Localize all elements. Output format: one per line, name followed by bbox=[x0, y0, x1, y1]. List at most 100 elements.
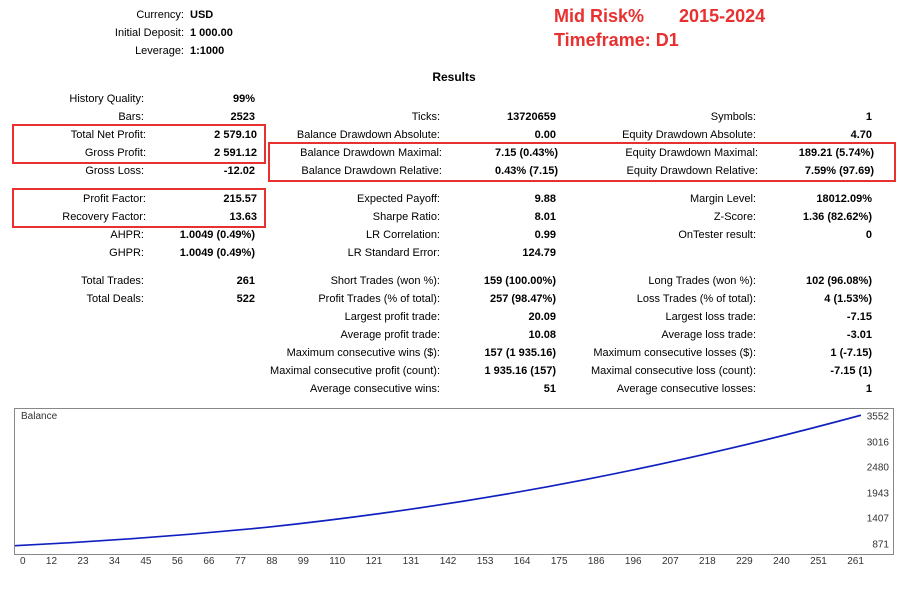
chart-y-tick: 3016 bbox=[867, 437, 889, 448]
balance-chart: Balance 35523016248019431407871 bbox=[14, 408, 894, 555]
chart-x-tick: 175 bbox=[551, 556, 568, 567]
chart-x-tick: 207 bbox=[662, 556, 679, 567]
chart-y-tick: 1943 bbox=[867, 488, 889, 499]
stat-label: Equity Drawdown Absolute: bbox=[556, 126, 762, 144]
stat-value: -7.15 bbox=[762, 308, 872, 326]
chart-y-tick: 871 bbox=[872, 540, 889, 551]
stat-label: Sharpe Ratio: bbox=[270, 208, 446, 226]
stat-value: 0.43% (7.15) bbox=[448, 162, 558, 180]
stat-label: Z-Score: bbox=[556, 208, 762, 226]
leverage-value: 1:1000 bbox=[190, 42, 224, 60]
results-heading: Results bbox=[14, 70, 894, 84]
stat-label: LR Standard Error: bbox=[270, 244, 446, 262]
chart-x-tick: 99 bbox=[298, 556, 309, 567]
stat-value: 2523 bbox=[150, 108, 255, 126]
stat-value: 0.99 bbox=[446, 226, 556, 244]
stat-value: 257 (98.47%) bbox=[446, 290, 556, 308]
stat-label: Symbols: bbox=[556, 108, 762, 126]
chart-x-tick: 164 bbox=[514, 556, 531, 567]
stat-value: 8.01 bbox=[446, 208, 556, 226]
stat-label: Average consecutive losses: bbox=[556, 380, 762, 398]
stat-label: Maximal consecutive loss (count): bbox=[556, 362, 762, 380]
chart-x-tick: 0 bbox=[20, 556, 26, 567]
stat-value: 20.09 bbox=[446, 308, 556, 326]
stat-label: Equity Drawdown Maximal: bbox=[558, 144, 764, 162]
stat-label: Loss Trades (% of total): bbox=[556, 290, 762, 308]
stat-value: 99% bbox=[150, 90, 255, 108]
deposit-value: 1 000.00 bbox=[190, 24, 233, 42]
chart-x-tick: 88 bbox=[266, 556, 277, 567]
chart-x-tick: 218 bbox=[699, 556, 716, 567]
chart-x-tick: 229 bbox=[736, 556, 753, 567]
chart-x-tick: 186 bbox=[588, 556, 605, 567]
stat-label: Maximal consecutive profit (count): bbox=[270, 362, 446, 380]
stat-value: 1.36 (82.62%) bbox=[762, 208, 872, 226]
stat-value: 7.59% (97.69) bbox=[764, 162, 874, 180]
stat-value: 10.08 bbox=[446, 326, 556, 344]
chart-x-tick: 121 bbox=[366, 556, 383, 567]
chart-x-tick: 23 bbox=[77, 556, 88, 567]
stat-value: 13.63 bbox=[152, 208, 257, 226]
chart-x-tick: 34 bbox=[109, 556, 120, 567]
stat-label: Largest loss trade: bbox=[556, 308, 762, 326]
stat-label: Average consecutive wins: bbox=[270, 380, 446, 398]
stat-label: Short Trades (won %): bbox=[270, 272, 446, 290]
stat-label: Recovery Factor: bbox=[16, 208, 152, 226]
stat-label: History Quality: bbox=[14, 90, 150, 108]
chart-x-tick: 77 bbox=[235, 556, 246, 567]
stat-label: Balance Drawdown Absolute: bbox=[270, 126, 446, 144]
stat-value: 4.70 bbox=[762, 126, 872, 144]
stat-label: Ticks: bbox=[270, 108, 446, 126]
stat-label: Maximum consecutive losses ($): bbox=[556, 344, 762, 362]
stat-value: 1 935.16 (157) bbox=[446, 362, 556, 380]
chart-x-tick: 251 bbox=[810, 556, 827, 567]
stat-value: 1 (-7.15) bbox=[762, 344, 872, 362]
stat-value: -3.01 bbox=[762, 326, 872, 344]
chart-x-tick: 153 bbox=[477, 556, 494, 567]
chart-x-axis: 0122334455666778899110121131142153164175… bbox=[14, 555, 894, 567]
annot-years: 2015-2024 bbox=[679, 6, 765, 26]
chart-x-tick: 196 bbox=[625, 556, 642, 567]
stat-value: -7.15 (1) bbox=[762, 362, 872, 380]
stat-label: LR Correlation: bbox=[270, 226, 446, 244]
chart-y-tick: 3552 bbox=[867, 412, 889, 423]
chart-x-tick: 66 bbox=[203, 556, 214, 567]
stat-label: Expected Payoff: bbox=[270, 190, 446, 208]
currency-value: USD bbox=[190, 6, 213, 24]
stat-label: Average profit trade: bbox=[270, 326, 446, 344]
stat-value: 1.0049 (0.49%) bbox=[150, 226, 255, 244]
stat-value: 1 bbox=[762, 380, 872, 398]
stat-label: Average loss trade: bbox=[556, 326, 762, 344]
chart-x-tick: 142 bbox=[440, 556, 457, 567]
stat-value: 13720659 bbox=[446, 108, 556, 126]
chart-x-tick: 12 bbox=[46, 556, 57, 567]
chart-x-tick: 131 bbox=[403, 556, 420, 567]
stat-value: 18012.09% bbox=[762, 190, 872, 208]
chart-y-tick: 2480 bbox=[867, 463, 889, 474]
stat-value: 102 (96.08%) bbox=[762, 272, 872, 290]
stat-label: Total Trades: bbox=[14, 272, 150, 290]
stat-value: 4 (1.53%) bbox=[762, 290, 872, 308]
stat-label: Balance Drawdown Relative: bbox=[272, 162, 448, 180]
stat-value: 1.0049 (0.49%) bbox=[150, 244, 255, 262]
chart-x-tick: 110 bbox=[329, 556, 345, 567]
stat-value: 189.21 (5.74%) bbox=[764, 144, 874, 162]
stat-label: Total Net Profit: bbox=[16, 126, 152, 144]
stat-value: 215.57 bbox=[152, 190, 257, 208]
stat-label: AHPR: bbox=[14, 226, 150, 244]
chart-x-tick: 240 bbox=[773, 556, 790, 567]
stat-label: OnTester result: bbox=[556, 226, 762, 244]
stat-value: 124.79 bbox=[446, 244, 556, 262]
stat-label: Total Deals: bbox=[14, 290, 150, 308]
stat-label: Maximum consecutive wins ($): bbox=[270, 344, 446, 362]
chart-y-tick: 1407 bbox=[867, 514, 889, 525]
stat-value: 51 bbox=[446, 380, 556, 398]
stat-label: Gross Loss: bbox=[14, 162, 150, 180]
stat-label: GHPR: bbox=[14, 244, 150, 262]
stat-label: Profit Factor: bbox=[16, 190, 152, 208]
stat-value: 261 bbox=[150, 272, 255, 290]
currency-label: Currency: bbox=[54, 6, 190, 24]
stat-label: Gross Profit: bbox=[16, 144, 152, 162]
stat-value: 157 (1 935.16) bbox=[446, 344, 556, 362]
stat-label: Balance Drawdown Maximal: bbox=[272, 144, 448, 162]
